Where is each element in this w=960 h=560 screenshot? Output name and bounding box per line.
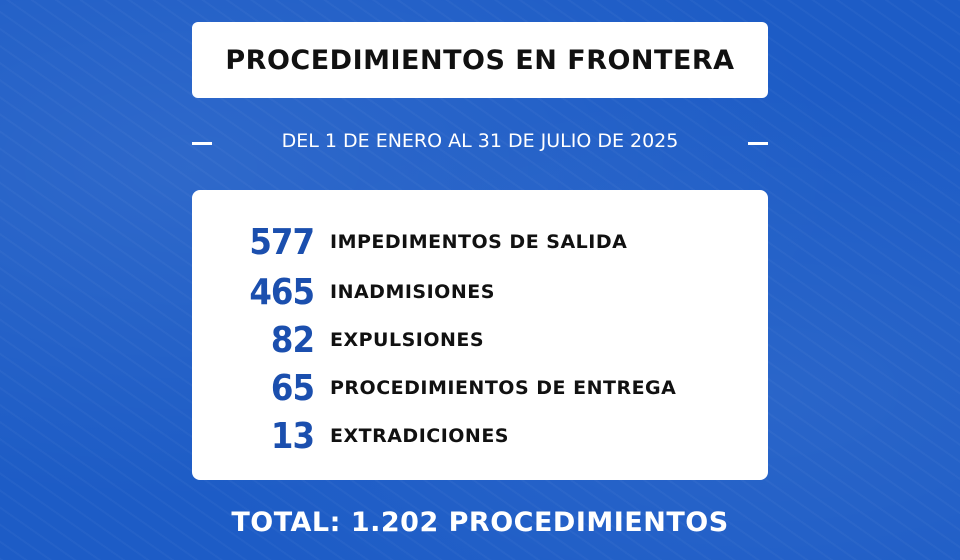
dash xyxy=(748,142,768,145)
total: TOTAL: 1.202 PROCEDIMIENTOS xyxy=(231,506,729,538)
label: EXTRADICIONES xyxy=(330,425,509,447)
row: 465 INADMISIONES xyxy=(192,268,768,316)
label: PROCEDIMIENTOS DE ENTREGA xyxy=(330,377,677,399)
dash xyxy=(192,142,212,145)
row: 577 IMPEDIMENTOS DE SALIDA xyxy=(192,218,768,266)
row: 65 PROCEDIMIENTOS DE ENTREGA xyxy=(192,364,768,412)
label: EXPULSIONES xyxy=(330,329,485,351)
count: 82 xyxy=(270,319,315,361)
subtitle: DEL 1 DE ENERO AL 31 DE JULIO DE 2025 xyxy=(281,130,679,152)
label: INADMISIONES xyxy=(330,281,495,303)
count: 13 xyxy=(270,415,315,457)
list-box: 577 IMPEDIMENTOS DE SALIDA 465 INADMISIO… xyxy=(192,190,768,480)
count: 577 xyxy=(249,221,315,263)
title: PROCEDIMIENTOS EN FRONTERA xyxy=(192,22,768,98)
label: IMPEDIMENTOS DE SALIDA xyxy=(330,231,628,253)
count: 65 xyxy=(270,367,315,409)
row: 82 EXPULSIONES xyxy=(192,316,768,364)
row: 13 EXTRADICIONES xyxy=(192,412,768,460)
count: 465 xyxy=(249,271,315,313)
